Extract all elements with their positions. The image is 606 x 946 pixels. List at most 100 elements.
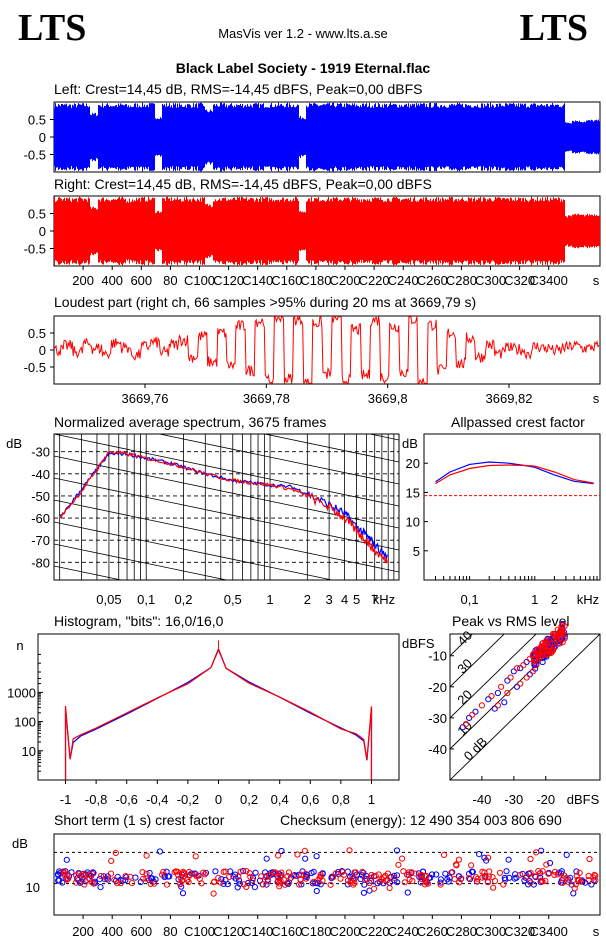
loudest-part-xtick-label: 3669,8 [368,391,408,406]
peak-vs-rms-diagonal-label: 30 [454,656,475,677]
histogram-xtick-label: -0,2 [177,792,199,807]
short-term-crest-point [237,868,244,875]
peak-vs-rms-point [535,652,542,659]
short-term-crest-point [391,874,398,881]
short-term-crest-point [527,879,534,886]
time-axis-tick-label: 200 [72,273,94,288]
peak-vs-rms-point [531,656,538,663]
peak-vs-rms-series-right [462,622,568,728]
loudest-part-ytick-label: -0.5 [24,360,46,375]
time-axis-tick-label: C100 [184,273,215,288]
short-term-crest-point [539,868,546,875]
peak-vs-rms-point [559,639,566,646]
short-term-crest-point [554,871,561,878]
short-term-crest-point [503,868,510,875]
peak-vs-rms-point [558,623,565,630]
short-term-crest-point [122,873,129,880]
short-term-crest-point [240,867,247,875]
avg-spectrum-xtick-label: 0,5 [224,592,242,607]
short-term-crest-point [458,875,465,882]
time-axis-tick-label: C120 [213,273,244,288]
checksum-text: Checksum (energy): 12 490 354 003 806 69… [280,812,562,828]
short-term-crest-point [476,851,483,858]
time-axis-tick-label: 400 [101,273,123,288]
loudest-part-xtick-label: 3669,82 [486,391,533,406]
peak-vs-rms-point [523,674,530,681]
loudest-part-series [53,314,600,385]
short-term-crest-point [474,875,481,882]
avg-spectrum-ytick-label: -60 [31,511,50,526]
peak-vs-rms-xtick-label: -40 [473,792,492,807]
short-term-crest-point [149,875,156,882]
avg-spectrum-xtick-label: 1 [266,592,273,607]
peak-vs-rms-point [504,677,511,684]
short-term-crest-point [146,869,153,877]
short-term-crest-point [445,878,452,885]
left-waveform-wave [54,102,600,172]
short-term-crest-point [517,871,524,878]
short-term-crest-point [179,890,187,897]
short-term-crest-xtick-label: 400 [101,924,123,939]
short-term-crest-point [351,880,358,887]
avg-spectrum-diagonal [54,698,399,770]
avg-spectrum-ytick-label: -80 [31,555,50,570]
short-term-crest-point [339,868,346,876]
left-waveform-title: Left: Crest=14,45 dB, RMS=-14,45 dBFS, P… [54,81,423,97]
short-term-crest-point [532,873,539,881]
histogram-xtick-label: 0,8 [332,792,350,807]
short-term-crest-point [174,868,181,875]
peak-vs-rms-point [526,671,533,678]
avg-spectrum-diagonal [54,610,399,682]
short-term-crest-ytick-label: 10 [26,880,40,895]
short-term-crest-point [535,867,542,875]
short-term-crest-point [523,873,530,880]
time-axis-tick-label: C200 [329,273,360,288]
peak-vs-rms-xtick-label: -20 [536,792,555,807]
short-term-crest-point [285,869,292,876]
short-term-crest-point [418,871,425,879]
histogram-xtick-label: 0,6 [301,792,319,807]
short-term-crest-point [531,873,539,880]
short-term-crest-point [501,874,508,882]
right-waveform-wave [54,196,600,266]
avg-spectrum-xtick-label: 2 [304,592,311,607]
time-axis-tick-label: 600 [130,273,152,288]
time-axis-tick-label: C3400 [530,273,568,288]
short-term-crest-point [156,848,163,855]
short-term-crest-point [298,871,305,878]
short-term-crest-point [527,855,534,863]
loudest-part-xtick-label: 3669,78 [243,391,290,406]
short-term-crest-point [192,871,199,878]
short-term-crest-point [571,885,578,892]
short-term-crest-xtick-label: C280 [446,924,477,939]
short-term-crest-point [442,870,449,877]
short-term-crest-xtick-label: 200 [72,924,94,939]
short-term-crest-point [262,874,269,881]
time-axis-tick-label: C300 [475,273,506,288]
short-term-crest-point [563,851,570,859]
short-term-crest-point [490,884,497,891]
short-term-crest-point [151,880,158,887]
short-term-crest-point [103,875,110,882]
allpassed-crest-ytick-label: 20 [406,456,420,471]
allpassed-crest-ytick-label: 10 [406,515,420,530]
histogram-xtick-label: 1 [368,792,375,807]
short-term-crest-point [370,885,378,892]
short-term-crest-point [81,881,88,888]
peak-vs-rms-frame [449,633,601,781]
short-term-crest-point [437,881,444,888]
short-term-crest-point [217,879,224,886]
time-axis-tick-label: C140 [242,273,273,288]
peak-vs-rms-point [459,724,466,731]
short-term-crest-point [303,875,310,882]
short-term-crest-point [455,856,462,863]
short-term-crest-point [332,870,339,877]
short-term-crest-point [368,874,375,881]
short-term-crest-point [265,872,273,879]
avg-spectrum-ytick-label: -30 [31,445,50,460]
avg-spectrum-diagonal [54,258,399,330]
time-axis-tick-label: C160 [271,273,302,288]
short-term-crest-point [384,870,391,877]
peak-vs-rms-point [466,714,473,722]
peak-vs-rms-point [517,665,524,672]
